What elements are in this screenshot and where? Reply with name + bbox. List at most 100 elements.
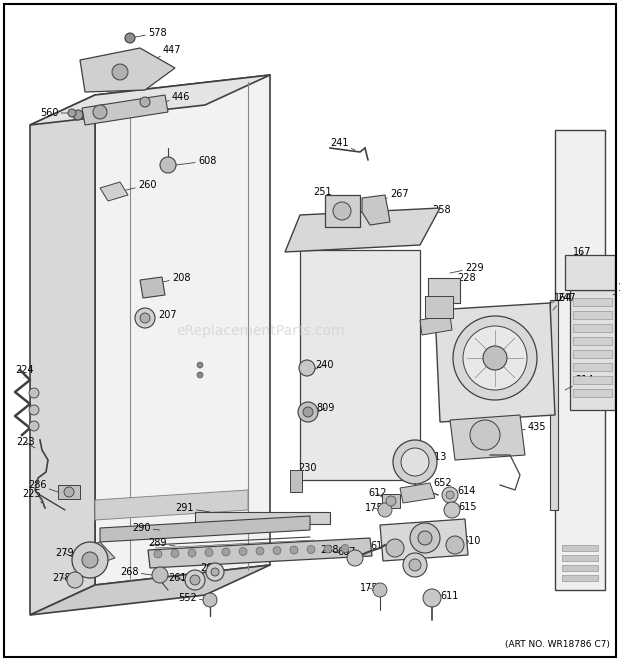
Polygon shape: [95, 75, 270, 585]
Bar: [565, 255, 615, 290]
Circle shape: [446, 491, 454, 499]
Bar: [562, 565, 598, 571]
Text: 258: 258: [405, 205, 451, 235]
Polygon shape: [400, 483, 435, 503]
Polygon shape: [100, 516, 310, 542]
Circle shape: [418, 531, 432, 545]
Bar: [562, 575, 598, 581]
Circle shape: [378, 503, 392, 517]
Bar: [58, 485, 80, 499]
Text: 228: 228: [442, 273, 476, 285]
Bar: [573, 311, 612, 319]
Circle shape: [205, 549, 213, 557]
Bar: [555, 130, 605, 590]
Circle shape: [298, 402, 318, 422]
Circle shape: [171, 549, 179, 557]
Circle shape: [373, 583, 387, 597]
Circle shape: [93, 105, 107, 119]
Circle shape: [470, 420, 500, 450]
Text: 286: 286: [28, 480, 58, 492]
Circle shape: [72, 542, 108, 578]
Text: 447: 447: [138, 45, 182, 68]
Circle shape: [239, 547, 247, 555]
Text: 809: 809: [314, 403, 334, 414]
Circle shape: [453, 316, 537, 400]
Circle shape: [203, 593, 217, 607]
Bar: [325, 195, 360, 227]
Text: 612: 612: [368, 488, 386, 500]
Bar: [573, 363, 612, 371]
Circle shape: [29, 388, 39, 398]
Bar: [573, 298, 612, 306]
Circle shape: [29, 421, 39, 431]
Bar: [195, 512, 330, 524]
Text: 248: 248: [440, 313, 469, 323]
Polygon shape: [435, 303, 555, 422]
Circle shape: [154, 550, 162, 558]
Polygon shape: [148, 538, 372, 568]
Circle shape: [299, 360, 315, 376]
Text: 611: 611: [432, 591, 458, 601]
Bar: [573, 389, 612, 397]
Text: 229: 229: [450, 263, 484, 273]
Circle shape: [135, 308, 155, 328]
Bar: [562, 555, 598, 561]
Polygon shape: [80, 48, 175, 92]
Circle shape: [206, 563, 224, 581]
Text: 247: 247: [540, 293, 575, 306]
Text: 290: 290: [132, 523, 160, 533]
Text: 175: 175: [360, 583, 379, 593]
Text: 241: 241: [330, 138, 355, 150]
Polygon shape: [82, 95, 168, 125]
Circle shape: [463, 326, 527, 390]
Text: 214: 214: [565, 375, 593, 390]
Text: 230: 230: [295, 463, 316, 480]
Circle shape: [160, 157, 176, 173]
Circle shape: [446, 536, 464, 554]
Circle shape: [409, 559, 421, 571]
Text: 614: 614: [370, 541, 393, 551]
Circle shape: [341, 545, 349, 553]
Circle shape: [188, 549, 196, 557]
Circle shape: [125, 33, 135, 43]
Circle shape: [140, 97, 150, 107]
Polygon shape: [30, 75, 270, 125]
Bar: [382, 494, 400, 508]
Circle shape: [273, 547, 281, 555]
Text: 175: 175: [365, 503, 384, 513]
Circle shape: [444, 502, 460, 518]
Circle shape: [185, 570, 205, 590]
Text: 289: 289: [148, 538, 175, 548]
Text: 260: 260: [118, 180, 156, 192]
Bar: [573, 376, 612, 384]
Circle shape: [29, 405, 39, 415]
Text: 223: 223: [16, 437, 35, 448]
Circle shape: [290, 546, 298, 554]
Text: 262: 262: [200, 563, 219, 573]
Bar: [428, 278, 460, 303]
Circle shape: [386, 539, 404, 557]
Bar: [573, 337, 612, 345]
Circle shape: [211, 568, 219, 576]
Bar: [550, 300, 558, 510]
Circle shape: [386, 496, 396, 506]
Circle shape: [256, 547, 264, 555]
Text: 261: 261: [168, 573, 187, 583]
Text: 224: 224: [15, 365, 33, 378]
Text: 240: 240: [313, 360, 334, 370]
Polygon shape: [362, 195, 390, 225]
Text: 615: 615: [403, 558, 422, 568]
Polygon shape: [450, 415, 525, 460]
Text: 288: 288: [320, 545, 340, 555]
Polygon shape: [140, 277, 165, 298]
Circle shape: [68, 109, 76, 117]
Circle shape: [152, 567, 168, 583]
Circle shape: [403, 553, 427, 577]
Polygon shape: [285, 208, 440, 252]
Polygon shape: [100, 182, 128, 201]
Text: 608: 608: [176, 156, 216, 166]
Polygon shape: [30, 95, 95, 615]
Circle shape: [347, 550, 363, 566]
Circle shape: [393, 440, 437, 484]
Bar: [570, 290, 615, 410]
